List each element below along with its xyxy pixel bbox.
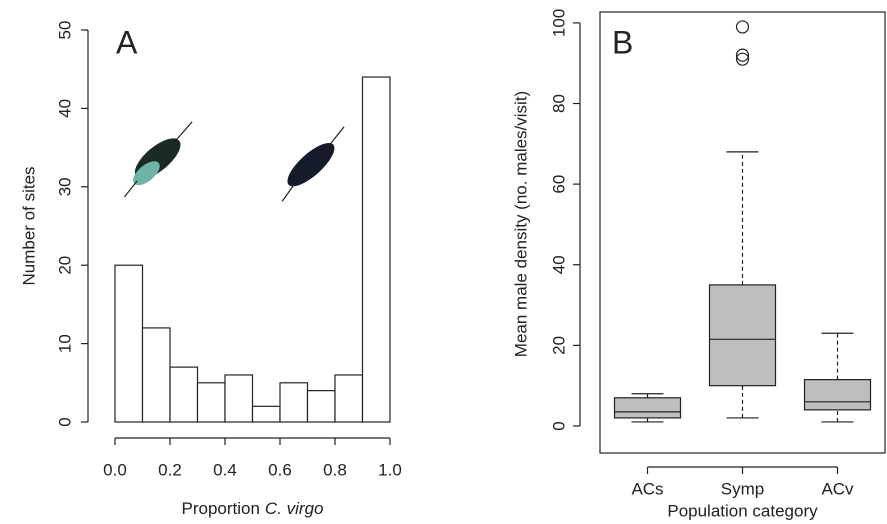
bar	[306, 390, 336, 423]
x-axis-label-part: Proportion	[181, 499, 259, 518]
panel-label: B	[612, 24, 633, 60]
damselfly-dark	[281, 126, 345, 202]
y-axis-label: Mean male density (no. males/visit)	[511, 91, 530, 357]
y-tick-label: 60	[549, 175, 568, 194]
y-tick-label: 40	[549, 255, 568, 274]
box	[803, 379, 872, 411]
bar	[334, 374, 364, 423]
y-tick-label: 30	[55, 177, 74, 196]
x-axis-label: Proportion C. virgo	[181, 499, 323, 518]
panel-label: A	[116, 24, 138, 60]
x-tick-label: 1.0	[378, 460, 402, 479]
outlier	[735, 48, 750, 62]
bar	[196, 382, 226, 423]
box	[613, 397, 682, 419]
x-tick-label: 0.8	[323, 460, 347, 479]
box	[708, 284, 777, 387]
y-tick-label: 10	[55, 334, 74, 353]
x-axis-label-part: C. virgo	[265, 499, 324, 518]
outlier	[735, 52, 750, 66]
x-tick-label: 0.4	[213, 460, 237, 479]
bar	[251, 405, 281, 423]
bar	[169, 366, 199, 423]
y-tick-label: 100	[549, 9, 568, 37]
damselfly-green	[124, 121, 193, 198]
bar	[224, 374, 254, 423]
x-tick-label: 0.2	[158, 460, 182, 479]
y-axis-label: Number of sites	[19, 166, 38, 285]
x-tick-label: 0.0	[103, 460, 127, 479]
y-tick-label: 20	[549, 336, 568, 355]
x-tick-label: ACs	[631, 479, 663, 498]
bar	[279, 382, 309, 423]
x-axis-label: Population category	[667, 501, 818, 520]
plot-frame	[599, 11, 886, 454]
x-tick-label: 0.6	[268, 460, 292, 479]
bar	[361, 76, 391, 423]
x-tick-label: Symp	[721, 479, 764, 498]
y-tick-label: 20	[55, 256, 74, 275]
y-tick-label: 50	[55, 21, 74, 40]
y-tick-label: 40	[55, 99, 74, 118]
y-tick-label: 0	[549, 421, 568, 430]
x-tick-label: ACv	[821, 479, 854, 498]
y-tick-label: 80	[549, 94, 568, 113]
outlier	[735, 20, 750, 34]
y-tick-label: 0	[55, 417, 74, 426]
bar	[141, 327, 171, 423]
bar	[114, 264, 144, 423]
